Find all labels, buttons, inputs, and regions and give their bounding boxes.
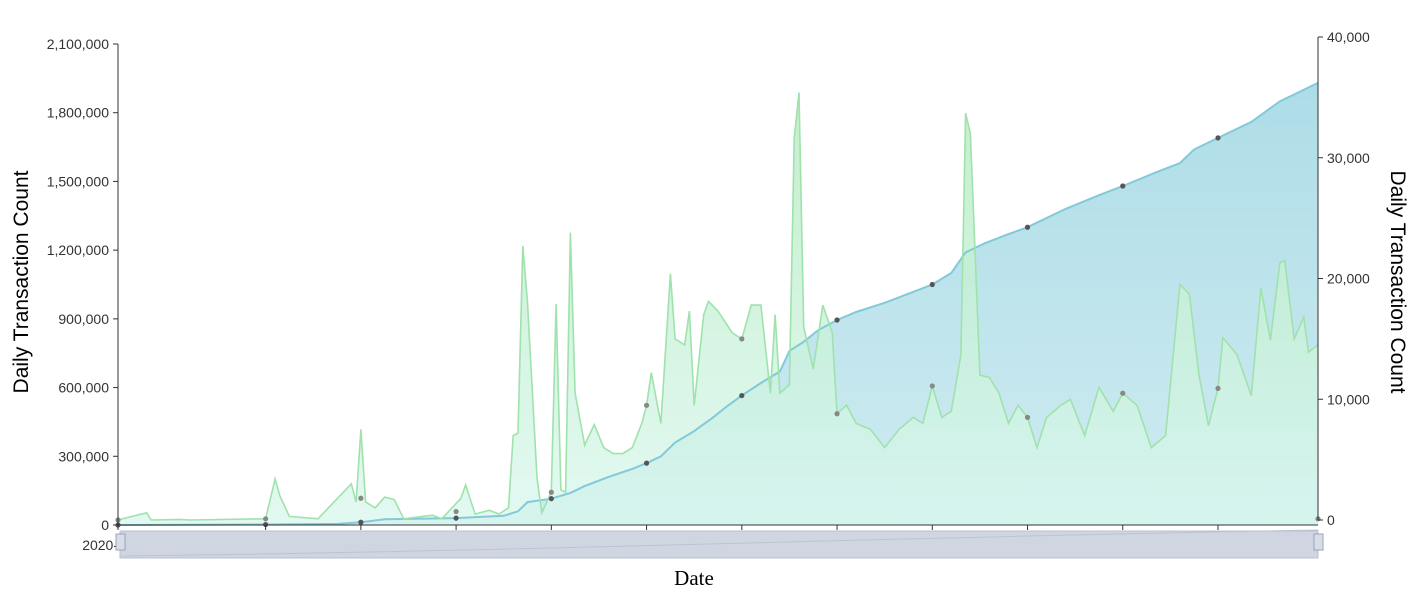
right-y-axis-title: Daily Transaction Count <box>1386 171 1409 394</box>
left-y-tick-label: 2,100,000 <box>47 36 109 52</box>
cumulative-marker[interactable] <box>1024 224 1031 230</box>
left-y-axis-title: Daily Transaction Count <box>10 170 33 393</box>
daily-marker[interactable] <box>453 508 459 515</box>
daily-line <box>117 92 1319 521</box>
x-axis-title: Date <box>674 566 714 590</box>
daily-marker[interactable] <box>263 516 269 522</box>
cumulative-marker[interactable] <box>548 496 554 502</box>
cumulative-marker[interactable] <box>739 392 745 399</box>
left-y-tick-label: 300,000 <box>58 448 109 464</box>
range-slider[interactable] <box>115 529 1324 559</box>
right-y-tick-label: 10,000 <box>1327 391 1370 407</box>
left-y-tick-label: 900,000 <box>58 311 109 327</box>
left-y-axis: 0 300,000 600,000 900,000 1,200,000 1,500,000… <box>47 36 119 533</box>
left-y-tick-label: 1,200,000 <box>47 242 109 258</box>
cumulative-marker[interactable] <box>1120 183 1126 189</box>
cumulative-marker[interactable] <box>453 515 459 521</box>
daily-marker[interactable] <box>548 489 554 495</box>
left-y-tick-label: 0 <box>101 517 109 533</box>
cumulative-marker[interactable] <box>643 460 650 466</box>
right-y-tick-label: 20,000 <box>1327 271 1370 287</box>
daily-area <box>118 92 1318 525</box>
range-slider-right-handle[interactable] <box>1313 533 1324 551</box>
plot-area <box>115 81 1321 528</box>
left-y-tick-label: 1,500,000 <box>47 173 109 189</box>
daily-marker[interactable] <box>1024 414 1031 420</box>
daily-marker[interactable] <box>834 411 840 417</box>
daily-marker[interactable] <box>358 495 364 501</box>
cumulative-marker[interactable] <box>1215 135 1221 141</box>
daily-marker[interactable] <box>929 383 935 389</box>
daily-marker[interactable] <box>643 402 650 408</box>
range-slider-track[interactable] <box>119 530 1319 559</box>
right-y-tick-label: 40,000 <box>1327 29 1370 45</box>
cumulative-marker[interactable] <box>358 519 364 525</box>
left-y-tick-label: 1,800,000 <box>47 105 109 121</box>
daily-marker[interactable] <box>739 336 745 342</box>
range-slider-left-handle[interactable] <box>115 533 126 551</box>
right-y-tick-label: 30,000 <box>1327 150 1370 166</box>
cumulative-marker[interactable] <box>929 281 935 288</box>
right-y-axis: 0 10,000 20,000 30,000 40,000 <box>1317 29 1370 528</box>
cumulative-line <box>117 81 1319 526</box>
cumulative-marker[interactable] <box>834 317 840 323</box>
left-y-tick-label: 600,000 <box>58 380 109 396</box>
daily-marker[interactable] <box>1120 390 1126 396</box>
right-y-tick-label: 0 <box>1327 512 1335 528</box>
range-slider-preview-line <box>119 529 1319 557</box>
daily-marker[interactable] <box>1215 385 1221 391</box>
